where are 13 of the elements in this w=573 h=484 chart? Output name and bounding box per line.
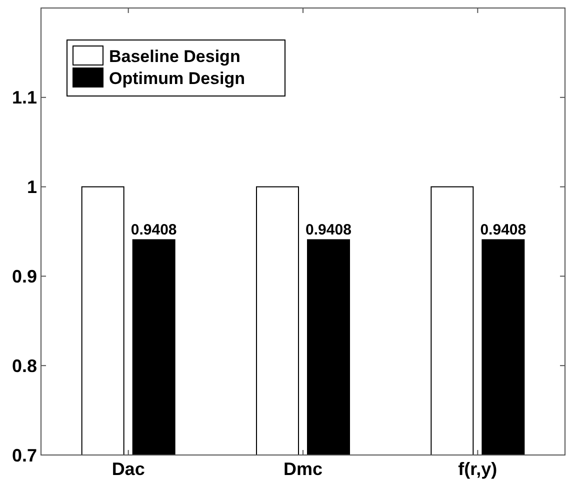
y-tick-label: 1.1: [12, 88, 37, 108]
y-tick-label: 0.7: [12, 445, 37, 466]
data-label: 0.9408: [306, 222, 352, 239]
data-label: 0.9408: [480, 222, 526, 239]
x-tick-label: Dac: [112, 459, 145, 479]
y-tick-label: 0.8: [12, 356, 37, 376]
data-label: 0.9408: [130, 222, 177, 239]
x-tick-label: Dmc: [283, 459, 323, 479]
legend-label: Optimum Design: [109, 68, 246, 88]
x-tick-label: f(r,y): [458, 459, 498, 479]
y-tick-label: 1: [26, 177, 37, 198]
legend-label: Baseline Design: [109, 46, 240, 66]
y-tick-label: 0.9: [12, 266, 37, 286]
